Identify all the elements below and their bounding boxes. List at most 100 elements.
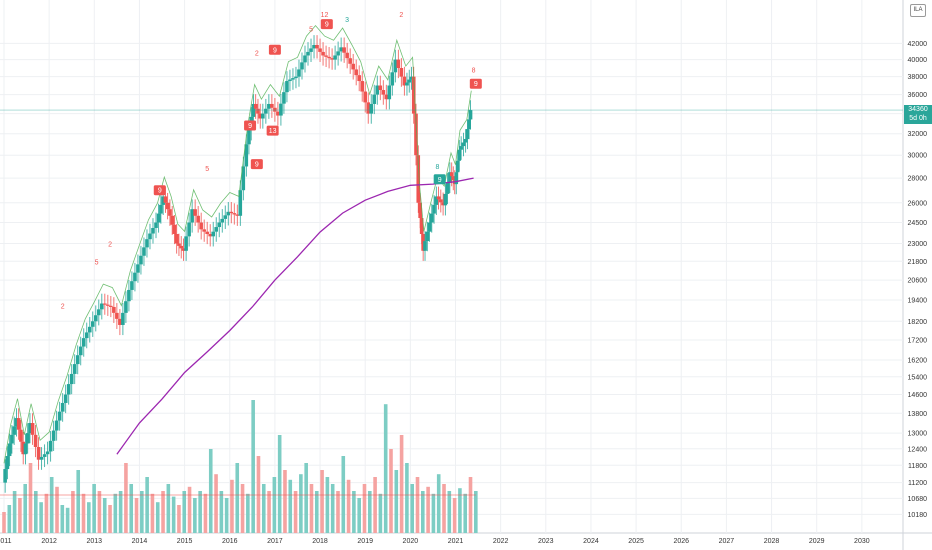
candle-body xyxy=(14,418,19,427)
candle-body xyxy=(7,443,12,457)
last-price-countdown: 5d 0h xyxy=(909,115,927,123)
candle-body xyxy=(25,433,30,444)
candle-body xyxy=(3,469,7,483)
candle-body xyxy=(282,92,286,104)
candle-body xyxy=(12,426,16,435)
candle-body xyxy=(241,166,246,191)
volume-bar xyxy=(28,463,33,533)
volume-bar xyxy=(145,477,149,533)
td-marker-box xyxy=(320,19,333,30)
candle-body xyxy=(345,52,349,59)
moving-average-line xyxy=(116,177,474,455)
candle-body xyxy=(372,94,377,104)
y-tick-label: 15400 xyxy=(908,374,928,381)
candle-body xyxy=(418,202,422,219)
x-tick-label: 2016 xyxy=(222,538,238,545)
candle-body xyxy=(378,85,383,91)
volume-bar xyxy=(150,493,155,533)
volume-bar xyxy=(182,491,187,533)
candle-body xyxy=(276,111,280,116)
x-tick-label: 2019 xyxy=(357,538,373,545)
candle-body xyxy=(454,172,459,185)
y-tick-label: 10180 xyxy=(908,512,928,519)
volume-bar xyxy=(251,400,255,533)
x-tick-label: 2022 xyxy=(493,538,509,545)
candle-body xyxy=(409,76,414,80)
x-tick-label: 2017 xyxy=(267,538,283,545)
candle-body xyxy=(161,196,165,205)
candle-body xyxy=(244,144,249,167)
volume-bar xyxy=(415,477,420,533)
candle-body xyxy=(187,222,191,237)
candle-body xyxy=(439,199,443,203)
candle-body xyxy=(256,108,260,114)
x-tick-label: 2029 xyxy=(809,538,825,545)
y-tick-label: 17200 xyxy=(908,338,928,345)
td-marker-label: 9 xyxy=(158,188,162,195)
candle-body xyxy=(468,110,473,120)
volume-bar xyxy=(124,463,128,533)
volume-bar xyxy=(102,498,107,533)
candle-body xyxy=(342,47,346,53)
candle-body xyxy=(449,172,454,177)
volume-bar xyxy=(383,404,388,533)
candle-body xyxy=(463,138,468,143)
td-marker-box xyxy=(250,159,263,170)
volume-bar xyxy=(235,463,240,533)
candle-body xyxy=(190,209,194,223)
candle-body xyxy=(238,190,243,216)
candle-body xyxy=(423,241,427,251)
candle-body xyxy=(5,456,10,470)
candle-body xyxy=(348,58,352,64)
volume-bar xyxy=(224,498,229,533)
candle-body xyxy=(28,423,32,434)
x-tick-label: 2030 xyxy=(854,538,870,545)
y-tick-label: 16200 xyxy=(908,357,928,364)
td-marker-label: 9 xyxy=(474,81,478,88)
candle-body xyxy=(429,213,434,223)
candle-body xyxy=(112,306,116,313)
candle-body xyxy=(139,255,143,265)
x-tick-label: 2020 xyxy=(403,538,419,545)
y-tick-label: 11200 xyxy=(908,480,927,487)
td-marker-label: 9 xyxy=(438,177,442,184)
candle-body xyxy=(202,229,206,232)
candle-body xyxy=(36,447,41,460)
candle-body xyxy=(402,76,407,86)
volume-bar xyxy=(299,474,303,533)
volume-bar xyxy=(352,491,356,533)
candle-body xyxy=(232,213,237,215)
candle-body xyxy=(327,56,331,59)
volume-bar xyxy=(256,456,261,533)
volume-bar xyxy=(23,484,28,533)
y-tick-label: 32000 xyxy=(908,131,928,138)
y-tick-label: 14600 xyxy=(908,392,928,399)
candle-body xyxy=(235,214,240,216)
volume-bar xyxy=(267,491,271,533)
y-tick-label: 23000 xyxy=(908,241,928,248)
candle-body xyxy=(54,420,59,431)
td-marker-label: 2 xyxy=(399,12,403,19)
candle-body xyxy=(39,456,44,460)
volume-bar xyxy=(314,491,319,533)
candle-body xyxy=(205,231,209,234)
volume-bar xyxy=(92,484,96,533)
candle-body xyxy=(154,222,158,228)
candle-body xyxy=(97,309,101,316)
candle-body xyxy=(124,301,128,313)
volume-bar xyxy=(39,502,43,533)
volume-bar xyxy=(129,484,134,533)
candle-body xyxy=(30,423,35,435)
scale-toggle-button[interactable]: ILA xyxy=(910,4,926,17)
candle-body xyxy=(10,434,14,444)
candle-body xyxy=(136,264,140,273)
candle-body xyxy=(300,62,304,70)
td-marker-label: 2 xyxy=(108,241,112,248)
candle-body xyxy=(375,85,380,95)
volume-bar xyxy=(336,491,340,533)
volume-bar xyxy=(272,477,277,533)
volume-bar xyxy=(320,470,324,533)
td-marker-label: 2 xyxy=(61,304,65,311)
